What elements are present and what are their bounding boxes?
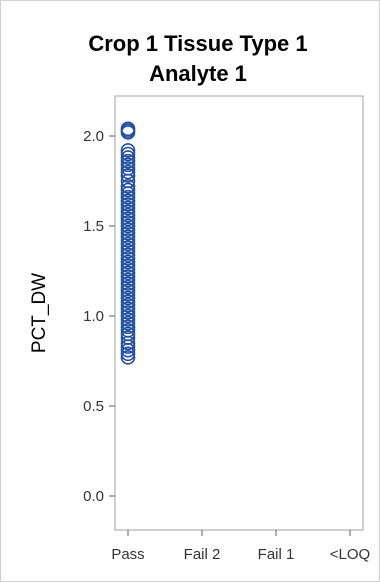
data-point bbox=[120, 204, 136, 219]
data-point bbox=[120, 315, 136, 331]
data-point bbox=[120, 339, 136, 354]
data-point bbox=[120, 247, 136, 263]
data-point bbox=[120, 272, 136, 288]
data-point bbox=[120, 342, 136, 358]
data-point bbox=[120, 251, 136, 266]
data-point bbox=[120, 243, 136, 259]
data-point bbox=[120, 308, 136, 324]
x-tick-label: Pass bbox=[111, 546, 144, 563]
data-point bbox=[120, 146, 136, 162]
data-point bbox=[120, 229, 136, 245]
data-point bbox=[120, 346, 136, 362]
x-axis: Pass Fail 2 Fail 1 <LOQ bbox=[111, 530, 370, 563]
data-point bbox=[120, 222, 136, 237]
y-tick-label: 0.0 bbox=[83, 488, 104, 505]
y-axis-label: PCT_DW bbox=[29, 273, 50, 353]
data-point bbox=[120, 153, 136, 169]
data-point bbox=[120, 276, 136, 291]
data-point bbox=[120, 211, 136, 227]
data-point bbox=[120, 186, 136, 201]
data-point bbox=[120, 319, 136, 335]
data-point bbox=[120, 258, 136, 273]
data-point bbox=[120, 157, 136, 173]
data-point bbox=[120, 150, 136, 165]
data-point bbox=[120, 168, 136, 183]
chart-title-line-2: Analyte 1 bbox=[149, 61, 247, 86]
data-point bbox=[120, 350, 136, 365]
x-tick-label: Fail 1 bbox=[258, 546, 295, 563]
data-point bbox=[120, 233, 136, 248]
data-point bbox=[120, 240, 136, 255]
data-point bbox=[120, 305, 136, 320]
data-point bbox=[120, 236, 136, 252]
data-point bbox=[120, 254, 136, 270]
data-point bbox=[120, 335, 136, 351]
data-point bbox=[120, 301, 136, 317]
data-point bbox=[120, 200, 136, 216]
x-tick-label: <LOQ bbox=[330, 546, 370, 563]
y-tick-label: 1.5 bbox=[83, 218, 104, 235]
data-point bbox=[120, 197, 136, 212]
data-point bbox=[120, 294, 136, 309]
data-point bbox=[120, 193, 136, 209]
data-point bbox=[120, 207, 136, 223]
x-tick-label: Fail 2 bbox=[184, 546, 221, 563]
data-point bbox=[120, 225, 136, 241]
chart-title-line-1: Crop 1 Tissue Type 1 bbox=[88, 31, 307, 56]
data-point bbox=[120, 279, 136, 295]
data-point bbox=[120, 297, 136, 313]
data-point bbox=[120, 189, 136, 205]
data-point bbox=[120, 269, 136, 284]
y-axis: 0.0 0.5 1.0 1.5 2.0 bbox=[83, 128, 115, 505]
data-point bbox=[120, 312, 136, 327]
data-point bbox=[120, 182, 136, 198]
data-point bbox=[120, 290, 136, 306]
data-point bbox=[120, 179, 136, 194]
data-point bbox=[120, 287, 136, 302]
data-point bbox=[120, 261, 136, 277]
data-point bbox=[120, 218, 136, 234]
data-points bbox=[120, 121, 136, 365]
data-point bbox=[120, 125, 136, 140]
data-point bbox=[120, 283, 136, 299]
y-tick-label: 2.0 bbox=[83, 128, 104, 145]
data-point bbox=[120, 215, 136, 230]
data-point bbox=[120, 265, 136, 281]
plot-area bbox=[114, 95, 364, 531]
y-tick-label: 0.5 bbox=[83, 398, 104, 415]
y-tick-label: 1.0 bbox=[83, 308, 104, 325]
data-point bbox=[120, 143, 136, 158]
data-point bbox=[120, 164, 136, 180]
